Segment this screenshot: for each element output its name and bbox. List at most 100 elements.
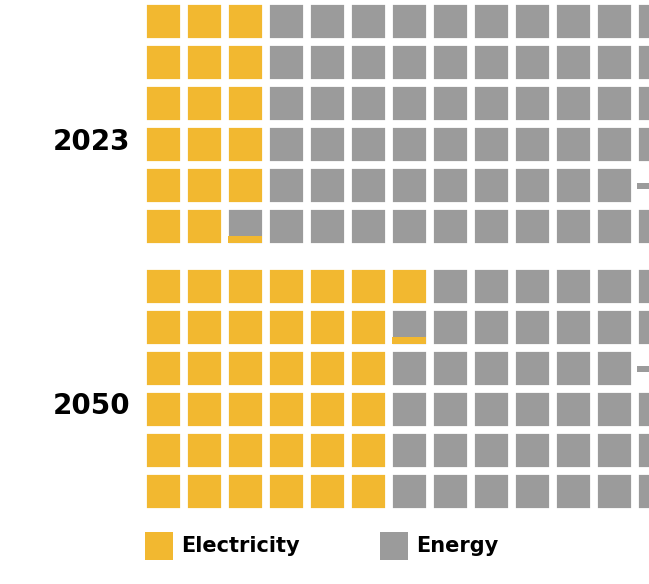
FancyBboxPatch shape (473, 309, 509, 345)
FancyBboxPatch shape (555, 309, 591, 345)
FancyBboxPatch shape (145, 268, 181, 304)
FancyBboxPatch shape (309, 473, 345, 509)
FancyBboxPatch shape (473, 167, 509, 203)
FancyBboxPatch shape (432, 126, 468, 162)
FancyBboxPatch shape (514, 350, 550, 386)
FancyBboxPatch shape (432, 391, 468, 427)
FancyBboxPatch shape (309, 268, 345, 304)
FancyBboxPatch shape (637, 85, 649, 121)
FancyBboxPatch shape (145, 3, 181, 39)
FancyBboxPatch shape (350, 44, 386, 80)
FancyBboxPatch shape (145, 309, 181, 345)
FancyBboxPatch shape (186, 44, 222, 80)
FancyBboxPatch shape (186, 167, 222, 203)
FancyBboxPatch shape (350, 3, 386, 39)
FancyBboxPatch shape (145, 432, 181, 468)
FancyBboxPatch shape (391, 208, 427, 244)
FancyBboxPatch shape (380, 532, 408, 560)
FancyBboxPatch shape (227, 350, 263, 386)
FancyBboxPatch shape (391, 85, 427, 121)
FancyBboxPatch shape (350, 85, 386, 121)
Bar (637, 183, 649, 189)
Bar (392, 337, 426, 344)
FancyBboxPatch shape (227, 167, 263, 203)
FancyBboxPatch shape (473, 391, 509, 427)
FancyBboxPatch shape (391, 44, 427, 80)
FancyBboxPatch shape (309, 350, 345, 386)
FancyBboxPatch shape (555, 432, 591, 468)
FancyBboxPatch shape (391, 309, 427, 345)
FancyBboxPatch shape (268, 3, 304, 39)
FancyBboxPatch shape (268, 268, 304, 304)
FancyBboxPatch shape (555, 391, 591, 427)
FancyBboxPatch shape (350, 350, 386, 386)
FancyBboxPatch shape (596, 126, 632, 162)
FancyBboxPatch shape (432, 208, 468, 244)
FancyBboxPatch shape (555, 44, 591, 80)
FancyBboxPatch shape (186, 391, 222, 427)
FancyBboxPatch shape (514, 391, 550, 427)
FancyBboxPatch shape (391, 268, 427, 304)
FancyBboxPatch shape (514, 208, 550, 244)
FancyBboxPatch shape (268, 85, 304, 121)
FancyBboxPatch shape (514, 126, 550, 162)
FancyBboxPatch shape (391, 126, 427, 162)
FancyBboxPatch shape (555, 3, 591, 39)
FancyBboxPatch shape (391, 3, 427, 39)
FancyBboxPatch shape (555, 126, 591, 162)
FancyBboxPatch shape (186, 85, 222, 121)
FancyBboxPatch shape (637, 391, 649, 427)
FancyBboxPatch shape (186, 350, 222, 386)
FancyBboxPatch shape (596, 309, 632, 345)
FancyBboxPatch shape (391, 167, 427, 203)
FancyBboxPatch shape (514, 473, 550, 509)
FancyBboxPatch shape (473, 126, 509, 162)
FancyBboxPatch shape (473, 473, 509, 509)
FancyBboxPatch shape (186, 473, 222, 509)
FancyBboxPatch shape (186, 268, 222, 304)
FancyBboxPatch shape (186, 208, 222, 244)
FancyBboxPatch shape (227, 309, 263, 345)
FancyBboxPatch shape (555, 85, 591, 121)
FancyBboxPatch shape (432, 268, 468, 304)
FancyBboxPatch shape (473, 85, 509, 121)
FancyBboxPatch shape (145, 473, 181, 509)
FancyBboxPatch shape (350, 126, 386, 162)
FancyBboxPatch shape (596, 432, 632, 468)
FancyBboxPatch shape (227, 473, 263, 509)
FancyBboxPatch shape (473, 432, 509, 468)
Bar (637, 366, 649, 373)
FancyBboxPatch shape (227, 208, 263, 244)
FancyBboxPatch shape (596, 167, 632, 203)
FancyBboxPatch shape (350, 268, 386, 304)
FancyBboxPatch shape (309, 208, 345, 244)
FancyBboxPatch shape (186, 3, 222, 39)
FancyBboxPatch shape (473, 350, 509, 386)
Text: Energy: Energy (416, 536, 498, 556)
FancyBboxPatch shape (596, 85, 632, 121)
FancyBboxPatch shape (637, 432, 649, 468)
FancyBboxPatch shape (596, 208, 632, 244)
FancyBboxPatch shape (227, 432, 263, 468)
FancyBboxPatch shape (432, 167, 468, 203)
FancyBboxPatch shape (514, 268, 550, 304)
FancyBboxPatch shape (555, 268, 591, 304)
FancyBboxPatch shape (637, 473, 649, 509)
Text: 2050: 2050 (53, 392, 130, 420)
FancyBboxPatch shape (596, 350, 632, 386)
FancyBboxPatch shape (350, 473, 386, 509)
FancyBboxPatch shape (268, 350, 304, 386)
FancyBboxPatch shape (350, 309, 386, 345)
FancyBboxPatch shape (186, 309, 222, 345)
FancyBboxPatch shape (514, 85, 550, 121)
FancyBboxPatch shape (432, 350, 468, 386)
FancyBboxPatch shape (514, 309, 550, 345)
FancyBboxPatch shape (637, 309, 649, 345)
FancyBboxPatch shape (309, 44, 345, 80)
Bar (228, 236, 262, 243)
FancyBboxPatch shape (309, 309, 345, 345)
FancyBboxPatch shape (227, 268, 263, 304)
FancyBboxPatch shape (637, 268, 649, 304)
FancyBboxPatch shape (391, 350, 427, 386)
FancyBboxPatch shape (227, 126, 263, 162)
